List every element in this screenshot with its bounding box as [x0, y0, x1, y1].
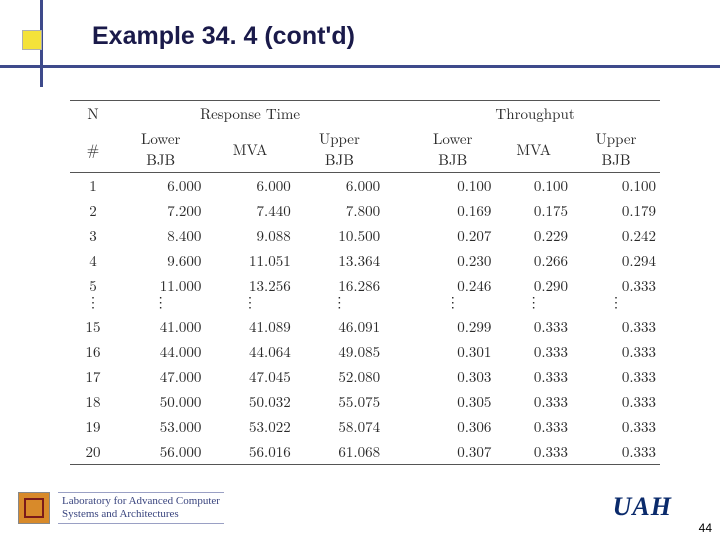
decor-square	[22, 30, 42, 50]
data-table: N Response Time Throughput # LowerBJB MV…	[70, 100, 660, 465]
table-row: 1747.00047.04552.0800.3030.3330.333	[70, 364, 660, 389]
col-sub-mva-2: MVA	[495, 126, 572, 173]
page-number: 44	[699, 521, 712, 535]
uah-logo: UAH	[613, 492, 672, 522]
col-header-hash: #	[70, 126, 116, 173]
table-row: 1953.00053.02258.0740.3060.3330.333	[70, 414, 660, 439]
footer-lab-logo: Laboratory for Advanced Computer Systems…	[18, 492, 224, 524]
table-row: 1850.00050.03255.0750.3050.3330.333	[70, 389, 660, 414]
ellipsis-row: ⋮ ⋮ ⋮ ⋮ ⋮ ⋮ ⋮	[70, 298, 660, 314]
table-row: 49.60011.05113.3640.2300.2660.294	[70, 248, 660, 273]
col-header-throughput: Throughput	[410, 101, 660, 127]
table-row: 27.2007.4407.8000.1690.1750.179	[70, 198, 660, 223]
table-row: 16.0006.0006.0000.1000.1000.100	[70, 173, 660, 199]
col-sub-mva: MVA	[205, 126, 294, 173]
col-sub-lower-bjb-2: LowerBJB	[410, 126, 495, 173]
page-title: Example 34. 4 (cont'd)	[92, 22, 355, 51]
col-sub-upper-bjb: UpperBJB	[295, 126, 384, 173]
col-header-n: N	[70, 101, 116, 127]
col-header-response-time: Response Time	[116, 101, 384, 127]
spacer	[384, 126, 410, 173]
col-sub-upper-bjb-2: UpperBJB	[572, 126, 660, 173]
decor-horizontal-line	[0, 65, 720, 68]
table-row: 2056.00056.01661.0680.3070.3330.333	[70, 439, 660, 465]
col-sub-lower-bjb: LowerBJB	[116, 126, 205, 173]
table-row: 1541.00041.08946.0910.2990.3330.333	[70, 314, 660, 339]
table-row: 38.4009.08810.5000.2070.2290.242	[70, 223, 660, 248]
spacer	[384, 101, 410, 127]
table-row: 1644.00044.06449.0850.3010.3330.333	[70, 339, 660, 364]
lab-text: Laboratory for Advanced Computer Systems…	[58, 492, 224, 523]
lab-icon	[18, 492, 50, 524]
